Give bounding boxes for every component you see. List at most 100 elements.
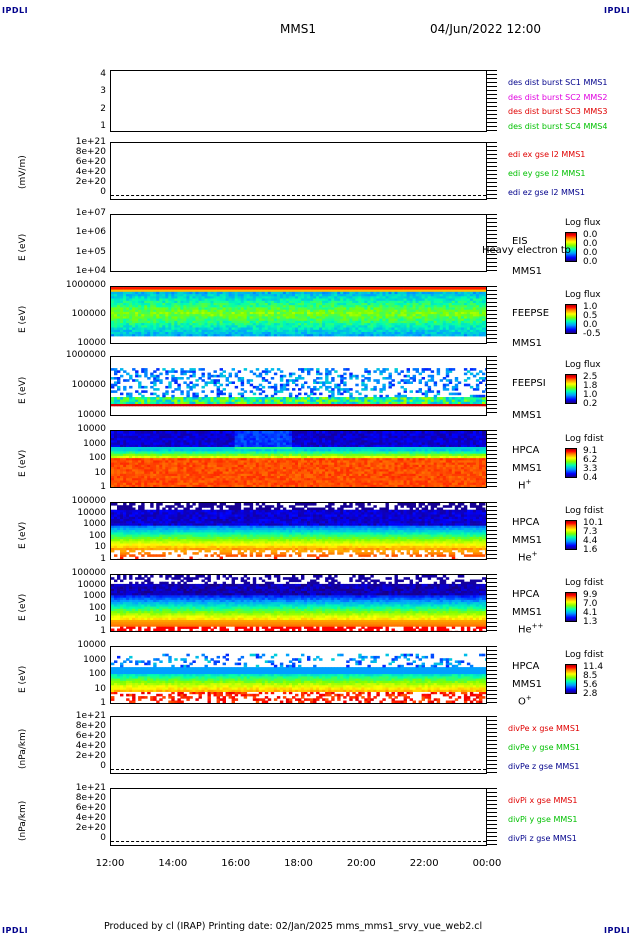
spectrogram-cell — [274, 404, 277, 407]
y-tick-label: 3 — [46, 86, 106, 96]
spectrogram-cell — [398, 298, 401, 301]
spectrogram-cell — [126, 465, 129, 468]
spectrogram-cell — [183, 314, 186, 317]
spectrogram-cell — [220, 471, 223, 474]
spectrogram-cell — [226, 397, 229, 400]
spectrogram-cell — [467, 327, 470, 330]
spectrogram-cell — [379, 307, 382, 310]
spectrogram-cell — [123, 436, 126, 439]
spectrogram-cell — [180, 397, 183, 400]
spectrogram-cell — [111, 404, 114, 407]
spectrogram-cell — [232, 314, 235, 317]
spectrogram-cell — [189, 397, 192, 400]
spectrogram-cell — [138, 465, 141, 468]
spectrogram-cell — [352, 307, 355, 310]
spectrogram-cell — [241, 307, 244, 310]
spectrogram-cell — [422, 404, 425, 407]
spectrogram-cell — [452, 321, 455, 324]
spectrogram-cell — [159, 442, 162, 445]
spectrogram-cell — [211, 307, 214, 310]
y-tick-label: 100000 — [46, 380, 106, 390]
spectrogram-cell — [476, 298, 479, 301]
spectrogram-cell — [202, 298, 205, 301]
spectrogram-cell — [189, 327, 192, 330]
spectrogram-cell — [334, 321, 337, 324]
spectrogram-cell — [301, 287, 304, 290]
spectrogram-cell — [370, 404, 373, 407]
spectrogram-cell — [153, 431, 156, 434]
spectrogram-cell — [144, 404, 147, 407]
panel-side-label: FEEPSI — [512, 378, 546, 389]
spectrogram-cell — [364, 314, 367, 317]
spectrogram-cell — [156, 451, 159, 454]
spectrogram-cell — [162, 368, 165, 371]
spectrogram-cell — [186, 384, 189, 387]
spectrogram-cell — [419, 321, 422, 324]
spectrogram-cell — [283, 298, 286, 301]
spectrogram-cell — [223, 442, 226, 445]
spectrogram-cell — [295, 287, 298, 290]
spectrogram-cell — [274, 393, 277, 396]
spectrogram-cell — [150, 431, 153, 434]
spectrogram-cell — [123, 298, 126, 301]
spectrogram-cell — [389, 404, 392, 407]
spectrogram-cell — [171, 327, 174, 330]
spectrogram-cell — [376, 379, 379, 382]
spectrogram-cell — [259, 404, 262, 407]
spectrogram-cell — [395, 404, 398, 407]
spectrogram-cell — [156, 388, 159, 391]
spectrogram-cell — [404, 379, 407, 382]
spectrogram-cell — [355, 384, 358, 387]
spectrogram-cell — [473, 307, 476, 310]
spectrogram-cell — [150, 393, 153, 396]
spectrogram-cell — [168, 397, 171, 400]
spectrogram-cell — [214, 431, 217, 434]
spectrogram-cell — [117, 471, 120, 474]
spectrogram-cell — [289, 404, 292, 407]
spectrogram-cell — [361, 397, 364, 400]
spectrogram-cell — [395, 368, 398, 371]
spectrogram-cell — [126, 292, 129, 295]
spectrogram-cell — [304, 404, 307, 407]
spectrogram-cell — [120, 465, 123, 468]
spectrogram-cell — [298, 307, 301, 310]
spectrogram-cell — [177, 471, 180, 474]
spectrogram-cell — [401, 395, 404, 398]
spectrogram-cell — [331, 287, 334, 290]
spectrogram-cell — [392, 379, 395, 382]
spectrogram-cell — [141, 442, 144, 445]
spectrogram-cell — [192, 480, 195, 483]
spectrogram-cell — [150, 465, 153, 468]
spectrogram-cell — [195, 471, 198, 474]
spectrogram-cell — [156, 436, 159, 439]
spectrogram-cell — [271, 404, 274, 407]
spectrogram-cell — [422, 298, 425, 301]
spectrogram-cell — [189, 321, 192, 324]
spectrogram-cell — [114, 292, 117, 295]
spectrogram-cell — [298, 397, 301, 400]
spectrogram-cell — [334, 327, 337, 330]
spectrogram-cell — [410, 381, 413, 384]
spectrogram-cell — [211, 375, 214, 378]
spectrogram-cell — [431, 321, 434, 324]
spectrogram-cell — [247, 327, 250, 330]
panel-side-label: MMS1 — [512, 410, 542, 421]
legend-entry: edi ey gse l2 MMS1 — [508, 169, 586, 178]
spectrogram-cell — [310, 404, 313, 407]
spectrogram-cell — [250, 404, 253, 407]
spectrogram-cell — [355, 321, 358, 324]
spectrogram-cell — [458, 397, 461, 400]
spectrogram-cell — [373, 386, 376, 389]
spectrogram-cell — [446, 321, 449, 324]
spectrogram-cell — [132, 298, 135, 301]
spectrogram-cell — [425, 384, 428, 387]
spectrogram-cell — [407, 314, 410, 317]
spectrogram-cell — [289, 379, 292, 382]
spectrogram-cell — [123, 431, 126, 434]
spectrogram-cell — [313, 327, 316, 330]
spectrogram-cell — [337, 375, 340, 378]
spectrogram-cell — [265, 368, 268, 371]
spectrogram-cell — [235, 327, 238, 330]
spectrogram-cell — [177, 404, 180, 407]
spectrogram-cell — [431, 404, 434, 407]
